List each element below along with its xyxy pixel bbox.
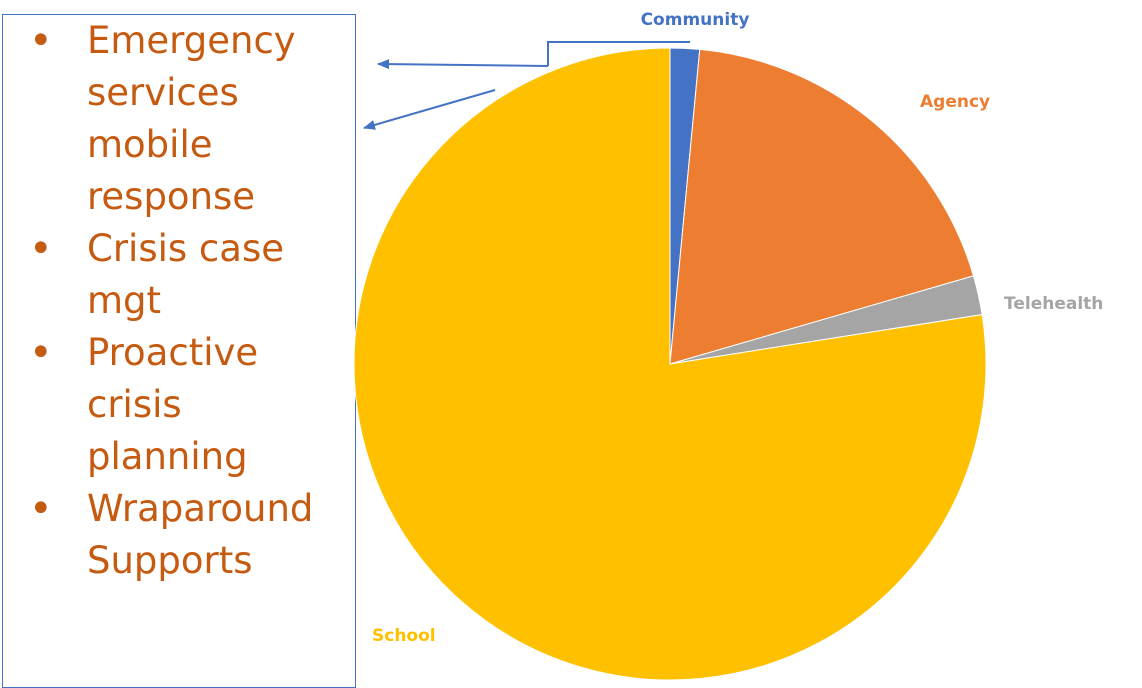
bullet-icon: • <box>29 330 53 376</box>
pie-slice-school <box>353 47 987 681</box>
callout-item-text: Emergency services mobile response <box>87 19 296 218</box>
callout-item-text: Proactive crisis planning <box>87 331 259 478</box>
slice-label-telehealth: Telehealth <box>1004 294 1103 314</box>
callout-box: • Emergency services mobile response • C… <box>2 14 356 688</box>
callout-arrow-top <box>377 59 549 70</box>
community-leader-line <box>547 41 690 66</box>
callout-arrow-lower <box>363 89 496 130</box>
callout-bullet-list: • Emergency services mobile response • C… <box>3 15 355 587</box>
callout-bullet-item: • Crisis case mgt <box>3 223 355 327</box>
callout-item-text: Wraparound Supports <box>87 487 314 582</box>
bullet-icon: • <box>29 486 53 532</box>
bullet-icon: • <box>29 18 53 64</box>
pie-slice-agency <box>669 48 975 365</box>
callout-item-text: Crisis case mgt <box>87 227 284 322</box>
bullet-icon: • <box>29 226 53 272</box>
callout-bullet-item: • Proactive crisis planning <box>3 327 355 483</box>
callout-bullet-item: • Wraparound Supports <box>3 483 355 587</box>
slice-label-community: Community <box>641 10 750 30</box>
slice-label-agency: Agency <box>920 92 990 112</box>
slice-label-school: School <box>372 626 436 646</box>
callout-bullet-item: • Emergency services mobile response <box>3 15 355 223</box>
